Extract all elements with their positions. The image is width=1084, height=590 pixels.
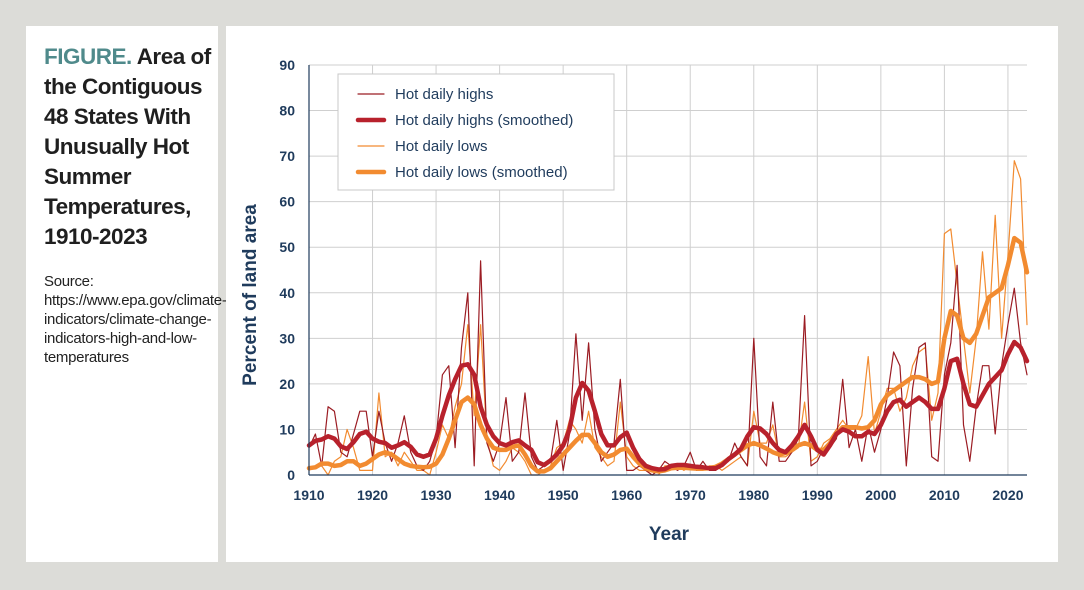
- x-tick-label: 2010: [929, 487, 960, 503]
- axes: 0 10 20 30 40 50 60 70 80 90 1910 1920 1930 1940 1950 1…: [279, 57, 1027, 503]
- figure-title-text: Area of the Contiguous 48 States With Un…: [44, 44, 211, 249]
- x-tick-label: 1980: [738, 487, 769, 503]
- legend-label: Hot daily highs: [395, 86, 493, 103]
- y-tick-label: 90: [279, 57, 295, 73]
- legend-label: Hot daily highs (smoothed): [395, 112, 573, 129]
- series-line-hot-daily-highs: [308, 260, 1028, 476]
- y-tick-label: 50: [279, 239, 295, 255]
- figure-title: FIGURE. Area of the Contiguous 48 States…: [44, 42, 218, 252]
- source-text: Source: https://www.epa.gov/climate-indi…: [44, 273, 227, 366]
- y-tick-label: 10: [279, 421, 295, 437]
- x-axis-title: Year: [649, 524, 690, 545]
- series-line-hot-daily-highs-smoothed: [306, 339, 1030, 472]
- y-axis-title: Percent of land area: [240, 204, 261, 386]
- x-tick-label: 1990: [802, 487, 833, 503]
- x-tick-label: 1910: [293, 487, 324, 503]
- x-tick-label: 1970: [675, 487, 706, 503]
- legend: Hot daily highs Hot daily highs (smoothed…: [337, 73, 615, 191]
- x-tick-label: 1960: [611, 487, 642, 503]
- caption-panel: FIGURE. Area of the Contiguous 48 States…: [26, 26, 227, 562]
- x-tick-label: 1930: [421, 487, 452, 503]
- x-tick-label: 1950: [548, 487, 579, 503]
- y-tick-label: 20: [279, 376, 295, 392]
- legend-label: Hot daily lows: [395, 138, 488, 155]
- x-tick-label: 1940: [484, 487, 515, 503]
- x-tick-label: 2000: [865, 487, 896, 503]
- series-group: [306, 160, 1030, 476]
- y-tick-label: 0: [287, 467, 295, 483]
- x-tick-label: 1920: [357, 487, 388, 503]
- line-chart: 0 10 20 30 40 50 60 70 80 90 1910 1920 1930 1940 1950 1…: [240, 57, 1030, 545]
- y-tick-label: 80: [279, 103, 295, 119]
- y-tick-label: 70: [279, 148, 295, 164]
- y-tick-label: 60: [279, 194, 295, 210]
- chart-panel: 0 10 20 30 40 50 60 70 80 90 1910 1920 1930 1940 1950 1…: [226, 26, 1058, 562]
- legend-label: Hot daily lows (smoothed): [395, 164, 568, 181]
- y-tick-label: 40: [279, 285, 295, 301]
- x-tick-label: 2020: [992, 487, 1023, 503]
- figure-label: FIGURE.: [44, 44, 132, 69]
- y-tick-label: 30: [279, 330, 295, 346]
